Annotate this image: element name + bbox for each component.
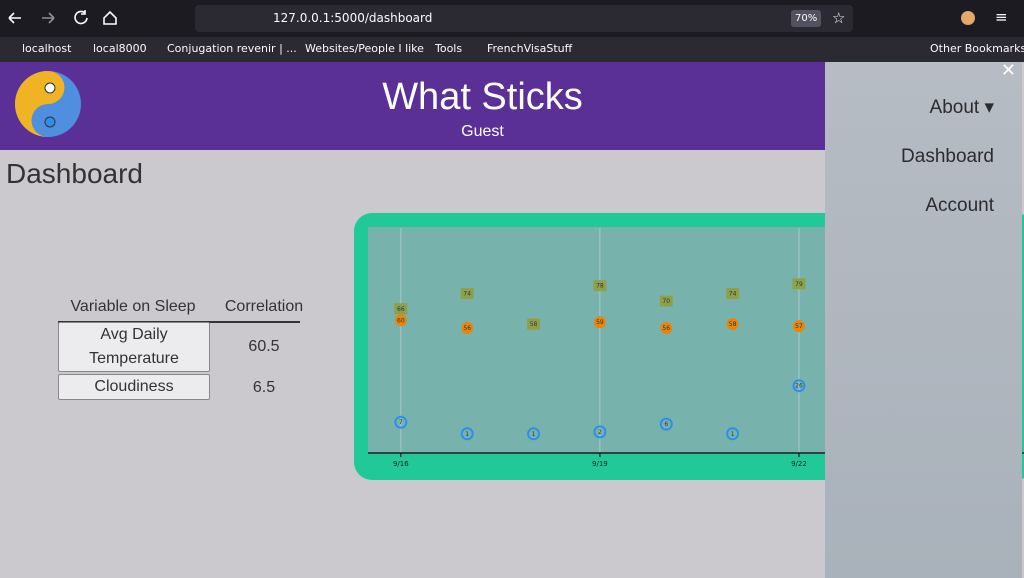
data-point [792,320,805,333]
data-label: 70 [662,298,670,305]
data-point [593,316,606,329]
home-button[interactable] [103,10,117,25]
data-label: 1 [465,431,469,438]
variable-button[interactable]: Avg Daily Temperature [58,322,210,372]
nav-item[interactable]: Account [925,195,994,216]
data-label: 74 [463,290,471,297]
data-point [593,425,607,439]
x-tick-label: 9/16 [393,460,409,468]
data-point [726,318,739,331]
x-tick-label: 9/19 [592,460,608,468]
data-label: 7 [399,419,403,426]
data-point [460,287,474,299]
data-point [527,318,541,330]
logo [15,71,81,137]
nav-buttons [8,10,117,25]
data-label: 60 [397,317,405,324]
back-button[interactable] [8,12,21,24]
data-label: 57 [795,323,803,330]
data-label: 79 [795,281,803,288]
data-point [394,303,408,315]
data-point [460,427,474,441]
data-point [660,322,673,334]
data-label: 1 [731,431,735,438]
data-label: 56 [463,325,471,332]
data-label: 58 [530,321,538,328]
data-point [792,379,806,393]
reload-button[interactable] [74,10,88,25]
data-label: 74 [729,290,737,297]
bookmark[interactable]: Other Bookmarks [930,42,1024,55]
data-point [593,280,607,292]
correlation-value: 6.5 [252,379,276,396]
variable-button[interactable]: Cloudiness [58,374,210,400]
data-label: 56 [662,325,670,332]
bookmarks-bar: localhost local8000 Conjugation revenir … [0,37,1024,62]
table-header: Variable on Sleep [70,298,196,315]
data-point [659,295,673,307]
data-label: 58 [729,321,737,328]
bookmark[interactable]: local8000 [93,42,147,55]
bookmark[interactable]: localhost [22,42,72,55]
account-icon[interactable] [961,11,975,25]
data-point [527,427,541,441]
sidebar: ✕ About ▾ Dashboard Account [825,60,1022,578]
zoom-level[interactable]: 70% [791,10,822,27]
nav-item[interactable]: About ▾ [929,97,994,118]
site-subtitle: Guest [461,123,504,140]
close-button[interactable]: ✕ [1000,60,1016,81]
url-bar[interactable]: 127.0.0.1:5000/dashboard 70% ☆ [195,5,853,32]
data-label: 66 [397,306,405,313]
site-title: What Sticks [382,76,583,118]
bookmark-star[interactable]: ☆ [832,9,846,27]
bookmark[interactable]: Websites/People I like [305,42,424,55]
browser-toolbar: 127.0.0.1:5000/dashboard 70% ☆ ≡ [0,0,1024,37]
url-text: 127.0.0.1:5000/dashboard [273,11,433,25]
data-point [394,415,408,429]
data-label: 78 [596,283,604,290]
table-header: Correlation [224,298,304,315]
data-point [659,417,673,431]
data-point [394,314,407,327]
data-point [461,322,474,334]
nav-item[interactable]: Dashboard [901,146,994,167]
correlation-value: 60.5 [248,338,280,355]
bookmark[interactable]: Tools [435,42,463,55]
data-label: 26 [795,383,803,390]
header: What Sticks Guest [0,62,825,150]
page-title: Dashboard [6,158,143,189]
bookmark[interactable]: Conjugation revenir | ... [167,42,297,55]
data-point [726,287,740,299]
data-label: 1 [532,431,536,438]
menu-button[interactable]: ≡ [995,8,1008,26]
data-point [726,427,740,441]
forward-button[interactable] [42,12,55,24]
nav-label: About [929,97,980,118]
data-label: 59 [596,319,604,326]
x-tick-label: 9/22 [791,460,807,468]
data-point [792,278,806,290]
data-label: 6 [664,421,668,428]
data-label: 2 [598,429,602,436]
bookmark[interactable]: FrenchVisaStuff [487,42,573,55]
